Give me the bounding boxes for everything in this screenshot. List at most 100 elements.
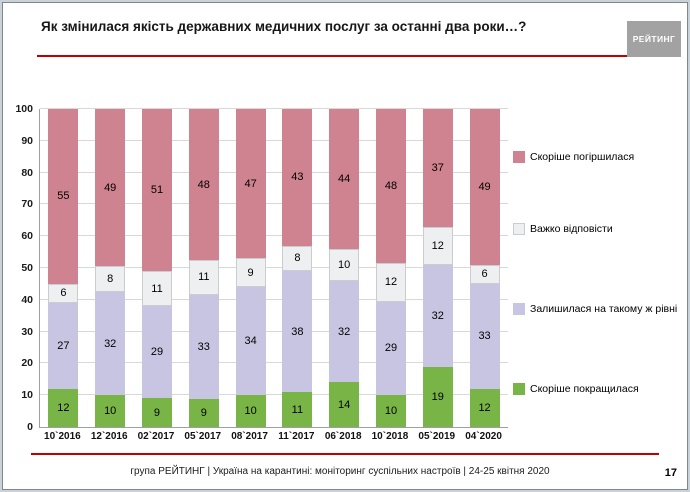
segment-value-label: 9: [247, 266, 254, 279]
segment-value-label: 48: [197, 178, 210, 191]
chart-title: Як змінилася якість державних медичних п…: [41, 19, 527, 34]
legend-item-improved: Скоріше покращилася: [513, 383, 639, 395]
gridline: [40, 139, 508, 141]
y-tick-label: 70: [21, 198, 33, 211]
segment-value-label: 19: [431, 390, 444, 403]
legend-label: Скоріше покращилася: [530, 383, 639, 395]
stacked-bar: 11 38 8 43: [282, 109, 313, 427]
segment-value-label: 49: [478, 180, 491, 193]
bars-container: 12 27 6 55 10 32 8 49 9 29 11 51 9 33 11 48 10 34 9 47 11 38 8…: [40, 109, 508, 427]
segment-value-label: 9: [200, 406, 207, 419]
segment-value-label: 32: [338, 325, 351, 338]
segment-value-label: 10: [384, 404, 398, 417]
bar-segment: 48: [375, 109, 406, 264]
bar-segment: 48: [188, 109, 219, 261]
y-tick-label: 20: [21, 357, 33, 370]
bar-segment: 12: [375, 263, 406, 302]
bar-segment: 6: [48, 283, 79, 303]
legend-item-hard-to-say: Важко відповісти: [513, 223, 613, 235]
gridline: [40, 362, 508, 364]
gridline: [40, 298, 508, 300]
title-underline: [37, 55, 655, 57]
legend-item-same-level: Залишилася на такому ж рівні: [513, 303, 677, 315]
stacked-bar: 19 32 12 37: [422, 109, 453, 427]
stacked-bar: 10 32 8 49: [95, 109, 126, 427]
bar-segment: 37: [422, 109, 453, 227]
y-tick-label: 50: [21, 262, 33, 274]
stacked-bar: 12 33 6 49: [469, 109, 500, 427]
bar-segment: 32: [329, 280, 360, 383]
segment-value-label: 8: [107, 273, 114, 286]
x-tick-label: 05`2019: [418, 431, 456, 442]
x-tick-label: 11`2017: [278, 431, 315, 442]
x-tick-label: 04`2020: [465, 431, 502, 442]
plot-area: 12 27 6 55 10 32 8 49 9 29 11 51 9 33 11 48 10 34 9 47 11 38 8…: [39, 108, 508, 428]
segment-value-label: 37: [431, 161, 444, 174]
y-tick-label: 80: [21, 166, 33, 179]
bar-segment: 11: [282, 392, 313, 427]
legend-label: Залишилася на такому ж рівні: [530, 303, 678, 315]
legend-swatch-worsened: [513, 151, 525, 163]
y-axis: 0 10 20 30 40 50 60 70 80 90 100: [9, 103, 35, 433]
segment-value-label: 33: [478, 330, 491, 343]
bar-segment: 43: [282, 109, 313, 246]
segment-value-label: 11: [291, 403, 304, 416]
segment-value-label: 12: [57, 401, 70, 414]
segment-value-label: 55: [57, 190, 70, 203]
bar-segment: 10: [375, 394, 406, 427]
x-tick-label: 10`2018: [371, 431, 409, 442]
y-tick-label: 100: [15, 103, 33, 115]
segment-value-label: 12: [478, 401, 491, 414]
stacked-bar: 9 29 11 51: [141, 109, 172, 427]
legend: Скоріше погіршилася Важко відповісти Зал…: [513, 3, 689, 489]
bar-segment: 10: [329, 248, 360, 281]
bar-segment: 32: [422, 264, 453, 367]
stacked-bar: 10 34 9 47: [235, 109, 266, 427]
gridline: [40, 330, 508, 332]
y-tick-label: 60: [21, 230, 33, 243]
x-tick-label: 08`2017: [231, 431, 268, 442]
bar-segment: 8: [95, 266, 126, 293]
stacked-bar: 10 29 12 48: [375, 109, 406, 427]
bar-segment: 11: [141, 271, 172, 307]
segment-value-label: 29: [384, 342, 398, 355]
segment-value-label: 38: [291, 325, 304, 338]
bar-segment: 49: [469, 109, 500, 265]
legend-swatch-improved: [513, 383, 525, 395]
bar-segment: 14: [329, 382, 360, 427]
y-tick-label: 40: [21, 293, 33, 306]
bar-segment: 9: [188, 398, 219, 427]
segment-value-label: 27: [57, 339, 70, 352]
x-tick-label: 02`2017: [137, 431, 175, 442]
bar-segment: 49: [95, 109, 126, 267]
bar-segment: 55: [48, 109, 79, 284]
segment-value-label: 12: [384, 276, 398, 289]
segment-value-label: 48: [384, 180, 398, 193]
segment-value-label: 33: [197, 340, 210, 353]
segment-value-label: 44: [338, 172, 351, 185]
bar-segment: 12: [422, 226, 453, 265]
gridline: [40, 394, 508, 396]
y-tick-label: 10: [21, 389, 33, 402]
page-number: 17: [664, 467, 677, 479]
gridline: [40, 108, 508, 109]
y-tick-label: 30: [21, 325, 33, 338]
bar-segment: 32: [95, 292, 126, 395]
bar-segment: 29: [141, 306, 172, 399]
footer-caption: група РЕЙТИНГ | Україна на карантині: мо…: [130, 466, 550, 477]
bar-segment: 44: [329, 109, 360, 249]
segment-value-label: 32: [431, 309, 444, 322]
segment-value-label: 10: [244, 405, 257, 418]
segment-value-label: 9: [153, 406, 161, 419]
bar-segment: 33: [469, 283, 500, 389]
gridline: [40, 267, 508, 268]
gridline: [40, 171, 508, 173]
bar-segment: 12: [469, 388, 500, 427]
segment-value-label: 49: [104, 181, 117, 194]
segment-value-label: 29: [150, 346, 164, 359]
segment-value-label: 43: [291, 171, 304, 184]
bar-segment: 19: [422, 366, 453, 427]
segment-value-label: 6: [481, 268, 488, 281]
bar-segment: 11: [188, 260, 219, 295]
